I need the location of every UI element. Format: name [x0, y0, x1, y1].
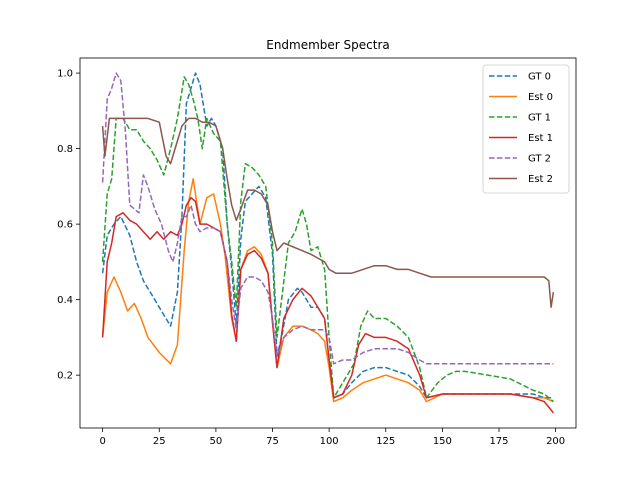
legend-label: GT 1 — [528, 113, 551, 124]
legend-label: Est 2 — [528, 174, 553, 185]
x-tick-label: 200 — [546, 436, 565, 447]
x-tick-label: 150 — [433, 436, 452, 447]
x-tick-label: 175 — [489, 436, 508, 447]
series-line-est-1 — [101, 196, 554, 414]
x-tick-label: 50 — [210, 436, 223, 447]
y-tick-label: 0.2 — [57, 371, 73, 382]
x-tick-label: 25 — [153, 436, 166, 447]
x-tick-label: 100 — [320, 436, 339, 447]
y-tick-label: 0.8 — [57, 144, 73, 155]
series-line-gt-1 — [101, 76, 554, 403]
series-line-gt-0 — [101, 72, 554, 399]
legend-label: GT 0 — [528, 72, 551, 83]
legend: GT 0 Est 0 GT 1 Est 1 GT 2 Est 2 — [482, 64, 570, 194]
chart-title: Endmember Spectra — [266, 38, 390, 52]
y-axis-ticks: 0.2 0.4 0.6 0.8 1.0 — [57, 69, 80, 382]
y-tick-label: 0.6 — [57, 220, 73, 231]
series-lines — [101, 72, 555, 414]
series-line-gt-2 — [101, 72, 554, 365]
axes-frame — [79, 57, 577, 429]
legend-label: Est 1 — [528, 133, 553, 144]
x-tick-label: 0 — [99, 436, 105, 447]
x-axis-ticks: 0 25 50 75 100 125 150 175 200 — [99, 428, 565, 447]
y-tick-label: 1.0 — [57, 69, 73, 80]
x-tick-label: 75 — [266, 436, 279, 447]
legend-label: GT 2 — [528, 154, 551, 165]
x-tick-label: 125 — [376, 436, 395, 447]
series-line-est-2 — [101, 117, 555, 308]
legend-label: Est 0 — [528, 92, 553, 103]
legend-box — [482, 64, 570, 194]
y-tick-label: 0.4 — [57, 295, 73, 306]
